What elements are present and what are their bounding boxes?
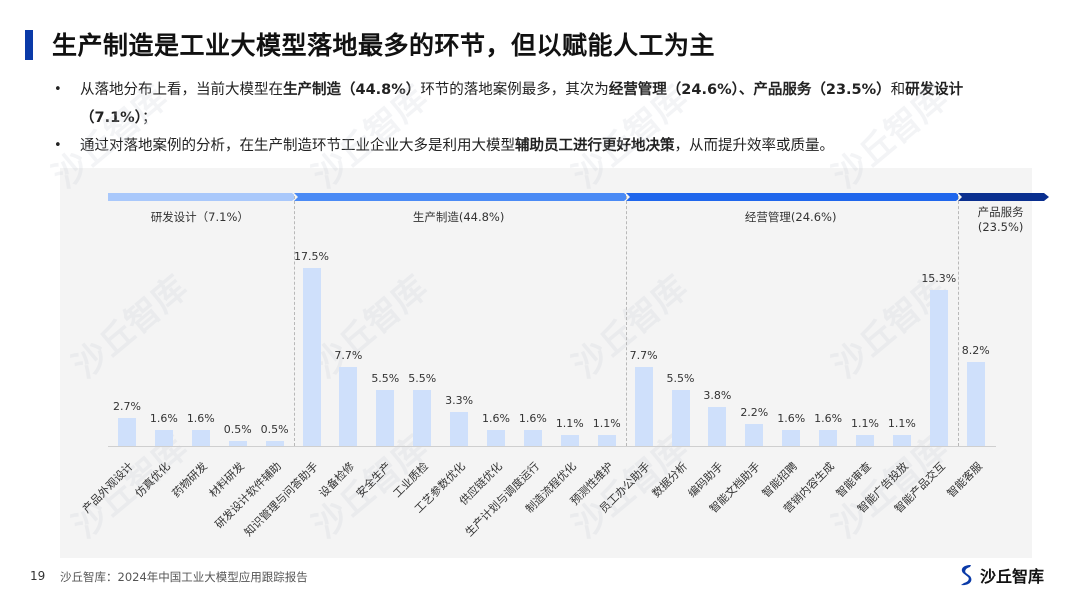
body-text: 环节的落地案例最多，其次为 [420, 82, 609, 98]
bullet-item: 从落地分布上看，当前大模型在生产制造（44.8%）环节的落地案例最多，其次为经营… [52, 76, 1012, 132]
bar [856, 434, 874, 446]
bar [819, 429, 838, 446]
body-text: ，从而提升效率或质量。 [674, 138, 835, 154]
page-number: 19 [30, 569, 46, 583]
data-label: 1.6% [482, 411, 510, 425]
bar [560, 434, 579, 446]
body-text: ； [141, 110, 157, 126]
segment-arrow [108, 193, 297, 201]
chart-panel [60, 168, 1032, 558]
data-label: 0.5% [223, 422, 252, 436]
bar [413, 389, 432, 446]
data-label: 5.5% [408, 371, 437, 385]
body-text: 通过对落地案例的分析，在生产制造环节工业企业大多是利用大模型 [80, 138, 515, 154]
bar [892, 434, 911, 446]
bar [597, 434, 616, 446]
bar [966, 362, 985, 446]
bar [708, 407, 727, 446]
data-label: 7.7% [334, 349, 363, 363]
data-label: 5.5% [371, 371, 400, 385]
bullet-list: 从落地分布上看，当前大模型在生产制造（44.8%）环节的落地案例最多，其次为经营… [52, 76, 1012, 160]
data-label: 1.6% [149, 411, 178, 425]
segment-label: 研发设计（7.1%） [150, 210, 249, 224]
emphasis-text: 生产制造（44.8%） [283, 82, 421, 98]
title-accent-bar [25, 30, 33, 60]
data-label: 1.6% [186, 411, 215, 425]
page-title: 生产制造是工业大模型落地最多的环节，但以赋能人工为主 [52, 31, 716, 60]
segment-divider [957, 196, 959, 446]
bar [523, 429, 542, 446]
segment-label: 生产制造(44.8%) [412, 210, 505, 224]
data-label: 7.7% [629, 349, 658, 363]
bar [487, 429, 505, 446]
bar [118, 418, 136, 446]
bar [634, 367, 653, 446]
bar [228, 440, 247, 446]
data-label: 2.7% [113, 400, 141, 414]
data-label: 0.5% [260, 422, 289, 436]
bar [339, 367, 358, 446]
bar [191, 429, 210, 446]
data-label: 2.2% [740, 405, 769, 419]
bar [671, 389, 690, 446]
body-text: 和 [890, 82, 906, 98]
data-label: 1.6% [518, 411, 547, 425]
bar [154, 429, 173, 446]
brand-logo: 沙丘智库 [958, 563, 1044, 587]
data-label: 15.3% [921, 271, 957, 285]
bar [450, 412, 469, 446]
segment-arrow [625, 193, 961, 201]
data-label: 1.1% [851, 416, 879, 430]
logo-text: 沙丘智库 [980, 567, 1045, 586]
segment-arrow [293, 193, 629, 201]
bar [265, 440, 284, 446]
data-label: 1.1% [592, 416, 621, 430]
segment-label: 经营管理(24.6%) [744, 210, 837, 224]
emphasis-text: 辅助员工进行更好地决策 [515, 138, 675, 154]
bullet-item: 通过对落地案例的分析，在生产制造环节工业企业大多是利用大模型辅助员工进行更好地决… [52, 132, 1012, 160]
segment-divider [293, 196, 295, 446]
emphasis-text: 经营管理（24.6%）、产品服务（23.5%） [608, 82, 891, 98]
bar [376, 389, 395, 446]
segment-arrow [957, 193, 1049, 201]
emphasis-text: 研发设计（7.1%） [80, 82, 964, 126]
data-label: 3.8% [703, 389, 732, 403]
data-label: 17.5% [294, 249, 329, 263]
logo-mark-icon [961, 565, 972, 586]
data-label: 1.1% [887, 416, 916, 430]
source-citation: 沙丘智库：2024年中国工业大模型应用跟踪报告 [60, 570, 308, 584]
bar [745, 423, 764, 446]
data-label: 3.3% [445, 394, 474, 408]
bar [782, 429, 801, 446]
data-label: 1.1% [555, 416, 584, 430]
data-label: 1.6% [814, 411, 843, 425]
data-label: 8.2% [961, 344, 990, 358]
segment-divider [625, 196, 627, 446]
bar [929, 289, 948, 446]
body-text: 从落地分布上看，当前大模型在 [80, 82, 283, 98]
x-axis-line [108, 446, 996, 447]
data-label: 5.5% [666, 371, 695, 385]
segment-label: 产品服务 (23.5%) [977, 205, 1024, 234]
data-label: 1.6% [777, 411, 806, 425]
bar [302, 267, 321, 446]
